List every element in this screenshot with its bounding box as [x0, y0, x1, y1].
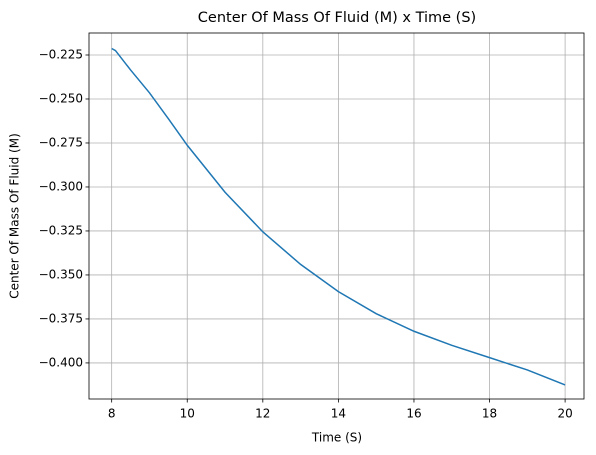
x-tick-label: 16	[406, 407, 421, 421]
y-tick-label: −0.325	[39, 223, 83, 237]
data-line	[111, 47, 566, 386]
x-axis-label: Time (S)	[311, 431, 362, 445]
y-tick-label: −0.225	[39, 47, 83, 61]
x-tick-label: 14	[331, 407, 346, 421]
y-tick-label: −0.275	[39, 135, 83, 149]
y-tick-label: −0.350	[39, 267, 83, 281]
y-axis-label: Center Of Mass Of Fluid (M)	[8, 133, 22, 299]
x-tick-label: 18	[482, 407, 497, 421]
x-tick-label: 10	[180, 407, 195, 421]
x-tick-label: 20	[557, 407, 572, 421]
plot-frame	[88, 32, 585, 400]
y-tick-label: −0.400	[39, 355, 83, 369]
y-tick-label: −0.375	[39, 311, 83, 325]
x-tick-label: 8	[108, 407, 116, 421]
y-tick-label: −0.250	[39, 91, 83, 105]
y-tick-label: −0.300	[39, 179, 83, 193]
x-tick-label: 12	[255, 407, 270, 421]
chart-title: Center Of Mass Of Fluid (M) x Time (S)	[198, 10, 476, 26]
